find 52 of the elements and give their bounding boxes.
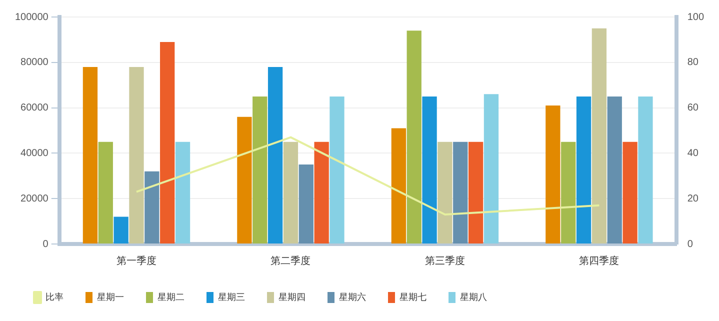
bar bbox=[160, 42, 175, 244]
bar bbox=[144, 171, 160, 244]
bar bbox=[129, 66, 144, 244]
bar bbox=[638, 96, 653, 244]
bar bbox=[82, 66, 98, 244]
bar bbox=[438, 142, 452, 244]
y2-tick-label: 80 bbox=[687, 57, 699, 68]
legend-label: 星期二 bbox=[158, 292, 184, 302]
bar bbox=[453, 142, 468, 244]
y-tick-label: 20000 bbox=[20, 193, 49, 204]
bar bbox=[592, 28, 607, 244]
bar bbox=[330, 96, 344, 244]
legend-label: 星期三 bbox=[218, 292, 245, 302]
bar bbox=[622, 142, 638, 244]
bar bbox=[283, 142, 298, 244]
y2-tick-label: 60 bbox=[687, 102, 699, 114]
bar bbox=[576, 96, 592, 244]
bar bbox=[314, 142, 329, 244]
legend-label: 星期六 bbox=[339, 292, 366, 302]
legend-label: 星期八 bbox=[460, 292, 487, 302]
y-tick-label: 100000 bbox=[14, 12, 49, 23]
x-tick-label: 第一季度 bbox=[116, 254, 156, 267]
bar bbox=[252, 96, 268, 244]
x-tick-label: 第四季度 bbox=[579, 254, 620, 267]
bar bbox=[114, 216, 128, 244]
bar bbox=[546, 106, 560, 244]
bar bbox=[298, 164, 314, 244]
bar bbox=[175, 142, 190, 244]
y2-tick-label: 0 bbox=[687, 238, 694, 250]
legend-label: 星期七 bbox=[400, 292, 426, 302]
bar bbox=[391, 128, 406, 244]
y-tick-label: 80000 bbox=[20, 57, 49, 68]
bar bbox=[406, 30, 422, 244]
bar bbox=[268, 66, 283, 244]
y-tick-label: 40000 bbox=[20, 148, 49, 159]
bar bbox=[561, 142, 576, 244]
bar bbox=[607, 96, 622, 244]
y2-tick-label: 100 bbox=[687, 12, 704, 23]
bar bbox=[468, 142, 484, 244]
x-tick-label: 第二季度 bbox=[270, 254, 311, 267]
bar bbox=[237, 116, 252, 244]
y-tick-label: 60000 bbox=[20, 102, 49, 114]
y2-tick-label: 20 bbox=[687, 193, 699, 204]
y2-tick-label: 40 bbox=[687, 148, 699, 159]
bar bbox=[422, 96, 437, 244]
legend-label: 比率 bbox=[46, 292, 64, 302]
bar bbox=[98, 142, 113, 244]
legend-label: 星期四 bbox=[278, 292, 306, 302]
bar bbox=[484, 94, 499, 244]
x-tick-label: 第三季度 bbox=[424, 254, 465, 267]
legend-label: 星期一 bbox=[97, 292, 124, 302]
y-tick-label: 0 bbox=[42, 238, 49, 250]
